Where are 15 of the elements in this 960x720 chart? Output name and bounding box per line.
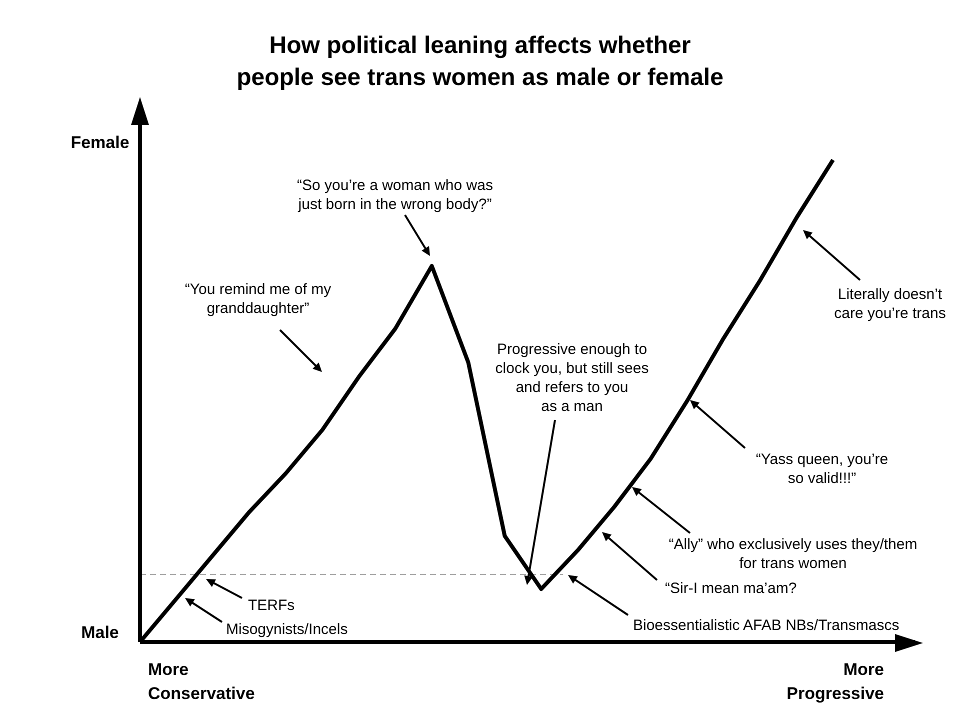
annotation: Misogynists/Incels [226, 621, 348, 638]
annotation: TERFs [248, 597, 295, 614]
annotation: “Sir-I mean ma’am? [665, 580, 797, 597]
annotation: Progressive enough to clock you, but still sees and refers to you as a man [495, 341, 649, 415]
chart-title: How political leaning affects whether people see trans women as male or female [236, 32, 724, 91]
text: More Progressive [786, 660, 884, 703]
text: More Conservative [148, 660, 255, 703]
text: Male [81, 623, 119, 642]
text: Female [70, 133, 130, 152]
annotation: “Ally” who exclusively uses they/them for trans women [668, 536, 918, 572]
annotation: “Yass queen, you’re so valid!!!” [756, 451, 888, 487]
annotation: Literally doesn’t care you’re trans [834, 286, 946, 322]
annotation: “So you’re a woman who was just born in the wrong body?” [297, 177, 493, 213]
annotation: Bioessentialistic AFAB NBs/Transmascs [633, 617, 900, 634]
annotation: “You remind me of my granddaughter” [184, 281, 332, 317]
